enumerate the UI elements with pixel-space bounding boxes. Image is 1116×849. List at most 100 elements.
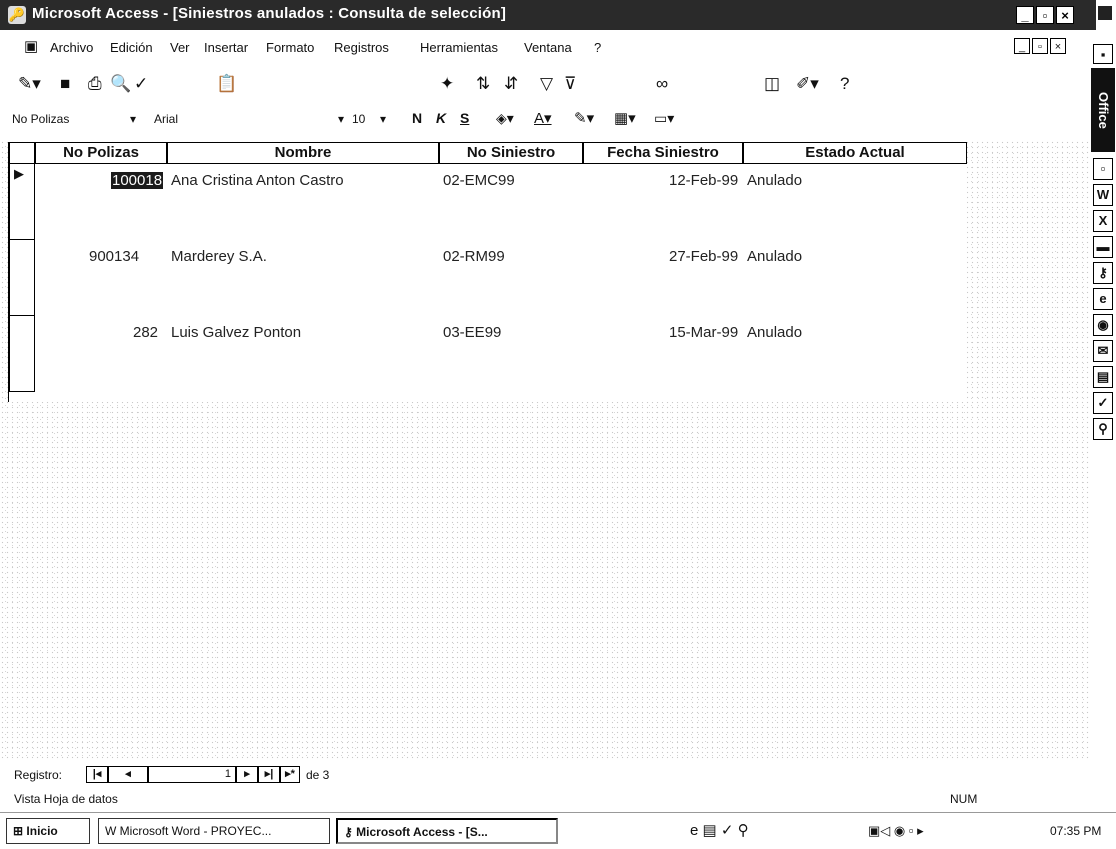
binder-icon[interactable]: ◉ <box>1093 314 1113 336</box>
photo-editor-icon[interactable]: ✓ <box>1093 392 1113 414</box>
apply-filter-icon[interactable]: ⊽ <box>564 74 577 93</box>
menu-archivo[interactable]: Archivo <box>50 40 94 55</box>
internet-explorer-icon[interactable]: e <box>1093 288 1113 310</box>
doc-restore-button[interactable]: ▫ <box>1032 38 1048 54</box>
start-button[interactable]: ⊞ Inicio <box>6 818 90 844</box>
doc-minimize-button[interactable]: _ <box>1014 38 1030 54</box>
menu-registros[interactable]: Registros <box>334 40 389 55</box>
document-menu-icon[interactable]: ▣ <box>24 38 39 55</box>
save-icon[interactable]: ■ <box>60 74 71 93</box>
cell-nombre[interactable]: Luis Galvez Ponton <box>171 324 302 341</box>
cell-no-polizas[interactable]: 100018 <box>111 172 164 189</box>
sort-descending-icon[interactable]: ⇵ <box>504 74 519 93</box>
size-dropdown-arrow-left[interactable]: ▾ <box>338 112 345 126</box>
gridlines-icon[interactable]: ▦▾ <box>614 110 636 127</box>
format-painter-icon[interactable]: ✦ <box>440 74 455 93</box>
office-bar-menu-icon[interactable]: ▪ <box>1093 44 1113 64</box>
maximize-button[interactable]: ▫ <box>1036 6 1054 24</box>
font-color-icon[interactable]: A▾ <box>534 110 552 127</box>
powerpoint-icon[interactable]: ▬ <box>1093 236 1113 258</box>
doc-close-button[interactable]: × <box>1050 38 1066 54</box>
cell-fecha-siniestro[interactable]: 27-Feb-99 <box>669 248 739 265</box>
record-selector[interactable]: ▶ <box>9 164 35 240</box>
cell-estado-actual[interactable]: Anulado <box>747 248 803 265</box>
cell-nombre[interactable]: Ana Cristina Anton Castro <box>171 172 344 189</box>
font-selector[interactable]: Arial <box>154 112 179 126</box>
filter-icon[interactable]: ▽ <box>540 74 554 93</box>
special-effect-icon[interactable]: ▭▾ <box>654 110 675 126</box>
menu-herramientas[interactable]: Herramientas <box>420 40 499 55</box>
field-selector[interactable]: No Polizas <box>12 112 70 126</box>
size-dropdown-arrow[interactable]: ▾ <box>380 112 387 126</box>
first-record-button[interactable]: |◂ <box>86 766 108 783</box>
access-icon[interactable]: ⚷ <box>1093 262 1113 284</box>
menu-formato[interactable]: Formato <box>266 40 315 55</box>
find-binoculars-icon[interactable]: ∞ <box>656 74 669 93</box>
column-header-fecha-siniestro[interactable]: Fecha Siniestro <box>583 142 743 164</box>
last-record-button[interactable]: ▸| <box>258 766 280 783</box>
view-icon[interactable]: ✎▾ <box>18 74 41 93</box>
cell-nombre[interactable]: Marderey S.A. <box>171 248 267 265</box>
cell-no-polizas[interactable]: 282 <box>133 324 159 341</box>
spelling-icon[interactable]: ✓ <box>134 74 149 93</box>
menu-edicion[interactable]: Edición <box>110 40 153 55</box>
sort-ascending-icon[interactable]: ⇅ <box>476 74 491 93</box>
line-color-icon[interactable]: ✎▾ <box>574 110 595 127</box>
word-icon[interactable]: W <box>1093 184 1113 206</box>
print-preview-icon[interactable]: 🔍 <box>110 74 132 93</box>
bold-button[interactable]: N <box>412 110 423 126</box>
taskbar: ⊞ Inicio W Microsoft Word - PROYEC... ⚷ … <box>0 812 1116 849</box>
system-tray-icons[interactable]: ▣◁ ◉ ▫ ▸ <box>868 823 924 838</box>
num-lock-indicator: NUM <box>950 792 978 806</box>
office-assistant-icon[interactable]: ? <box>840 74 850 93</box>
cell-no-polizas[interactable]: 900134 <box>89 248 140 265</box>
record-selector[interactable] <box>9 316 35 392</box>
new-object-icon[interactable]: ✐▾ <box>796 74 819 93</box>
close-button[interactable]: × <box>1056 6 1074 24</box>
cell-no-siniestro[interactable]: 02-RM99 <box>443 248 505 265</box>
formatting-toolbar: No Polizas ▾ Arial ▾ 10 ▾ N K S ◈▾ A▾ ✎▾… <box>0 106 1090 132</box>
menu-ventana[interactable]: Ventana <box>524 40 572 55</box>
cell-fecha-siniestro[interactable]: 15-Mar-99 <box>669 324 739 341</box>
menu-help[interactable]: ? <box>594 40 602 55</box>
previous-record-button[interactable]: ◂ <box>108 766 148 783</box>
column-header-no-polizas[interactable]: No Polizas <box>35 142 167 164</box>
status-bar: Vista Hoja de datos NUM <box>0 788 1116 810</box>
select-all-corner[interactable] <box>9 142 35 164</box>
window-title: Microsoft Access - [Siniestros anulados … <box>32 5 507 22</box>
cell-estado-actual[interactable]: Anulado <box>747 172 803 189</box>
office-bar-control-icon[interactable] <box>1098 6 1112 20</box>
column-header-estado-actual[interactable]: Estado Actual <box>743 142 967 164</box>
shortcut-icon[interactable]: ⚲ <box>1093 418 1113 440</box>
cell-fecha-siniestro[interactable]: 12-Feb-99 <box>669 172 739 189</box>
database-window-icon[interactable]: ◫ <box>764 74 781 93</box>
task-access[interactable]: ⚷ Microsoft Access - [S... <box>336 818 558 844</box>
italic-button[interactable]: K <box>436 110 447 126</box>
next-record-button[interactable]: ▸ <box>236 766 258 783</box>
windows-logo-icon: ⊞ <box>13 824 24 838</box>
start-label: Inicio <box>26 824 58 838</box>
column-header-no-siniestro[interactable]: No Siniestro <box>439 142 583 164</box>
paste-icon[interactable]: 📋 <box>216 74 238 93</box>
font-size-selector[interactable]: 10 <box>352 112 366 126</box>
record-selector[interactable] <box>9 240 35 316</box>
cell-no-siniestro[interactable]: 03-EE99 <box>443 324 502 341</box>
minimize-button[interactable]: _ <box>1016 6 1034 24</box>
menu-ver[interactable]: Ver <box>170 40 190 55</box>
quick-launch-icons[interactable]: e ▤ ✓ ⚲ <box>690 822 749 839</box>
print-icon[interactable]: ⎙ <box>88 74 102 93</box>
new-document-icon[interactable]: ▫ <box>1093 158 1113 180</box>
cell-no-siniestro[interactable]: 02-EMC99 <box>443 172 515 189</box>
underline-button[interactable]: S <box>460 110 470 126</box>
task-word[interactable]: W Microsoft Word - PROYEC... <box>98 818 330 844</box>
field-dropdown-arrow[interactable]: ▾ <box>130 112 137 126</box>
column-header-nombre[interactable]: Nombre <box>167 142 439 164</box>
cell-estado-actual[interactable]: Anulado <box>747 324 803 341</box>
excel-icon[interactable]: X <box>1093 210 1113 232</box>
new-record-button[interactable]: ▸* <box>280 766 300 783</box>
outlook-icon[interactable]: ✉ <box>1093 340 1113 362</box>
record-number-input[interactable]: 1 <box>148 766 236 783</box>
fill-color-icon[interactable]: ◈▾ <box>496 110 514 126</box>
menu-insertar[interactable]: Insertar <box>204 40 249 55</box>
schedule-icon[interactable]: ▤ <box>1093 366 1113 388</box>
